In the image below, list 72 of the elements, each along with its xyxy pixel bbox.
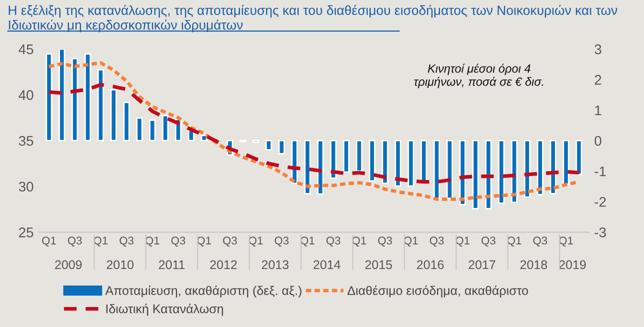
bar	[472, 140, 479, 210]
bar	[72, 58, 78, 142]
x-tick-label: Q3	[274, 236, 289, 246]
bar	[485, 140, 492, 210]
y-tick-label: 35	[18, 136, 34, 146]
x-tick-label: Q3	[68, 236, 82, 246]
bar	[356, 140, 362, 172]
legend-label: Διαθέσιμο εισόδημα, ακαθάριστο	[348, 285, 528, 298]
text: 2019	[559, 260, 586, 270]
x-tick-label: Q3	[533, 236, 548, 246]
x-tick-label: Q3	[326, 236, 340, 246]
bar	[524, 140, 530, 198]
bar	[149, 119, 156, 142]
bar	[110, 88, 117, 142]
y2-tick-label: 2	[594, 74, 602, 85]
y-tick-label: 40	[18, 90, 34, 100]
bar	[394, 140, 402, 187]
y2-tick-label: 1	[595, 106, 602, 116]
bar	[84, 53, 92, 142]
bar	[382, 140, 388, 184]
bar	[265, 140, 272, 150]
bar	[46, 53, 52, 142]
bar	[58, 49, 66, 142]
bar	[576, 140, 582, 176]
legend-label: Αποταμίευση, ακαθάριστη (δεξ. αξ.)	[105, 285, 302, 298]
y2-tick-label: -3	[594, 228, 606, 238]
bar	[304, 140, 311, 194]
bar	[408, 140, 414, 187]
bar	[200, 134, 208, 142]
text: 2011	[158, 260, 185, 270]
y-tick-label: 45	[18, 44, 34, 54]
x-tick-label: Q3	[171, 236, 186, 246]
bar	[446, 140, 453, 199]
text: 2010	[106, 260, 134, 270]
x-tick-label: Q1	[42, 236, 56, 246]
bar	[97, 69, 104, 142]
x-tick-label: Q3	[223, 236, 237, 246]
y-tick-label: 25	[19, 228, 34, 238]
bar	[498, 140, 505, 204]
bar	[433, 140, 440, 199]
x-tick-label: Q3	[430, 236, 444, 246]
text: 2015	[365, 260, 392, 270]
bar	[136, 117, 143, 142]
text: 2013	[262, 260, 289, 270]
bar	[342, 140, 350, 173]
text: 2012	[210, 260, 237, 270]
text: 2009	[55, 260, 82, 270]
bar	[511, 140, 518, 203]
bar	[536, 140, 544, 196]
bar	[368, 140, 376, 182]
bar	[459, 140, 466, 206]
bar	[162, 114, 169, 142]
text: 2014	[314, 260, 340, 270]
text: 2016	[417, 260, 444, 270]
y2-tick-label: -2	[594, 196, 606, 207]
text: 2018	[520, 260, 548, 270]
x-tick-label: Q3	[378, 236, 392, 246]
legend-label: Ιδιωτική Κατανάλωση	[106, 304, 223, 316]
x-tick-label: Q3	[482, 236, 496, 246]
chart-title: Η εξέλιξη της κατανάλωσης, της αποταμίευσης και του διαθέσιμου εισοδήματος των Νοικοκυριών και των Ιδιωτικών μη κερδοσκοπικών ιδρυμάτων	[8, 4, 618, 32]
x-tick-label: Q1	[146, 236, 160, 246]
text: 2017	[468, 260, 496, 270]
bar	[562, 140, 570, 185]
y2-tick-label: 3	[594, 44, 602, 54]
bar	[123, 102, 130, 142]
x-tick-label: Q3	[120, 236, 134, 246]
bar	[317, 140, 324, 195]
y-tick-label: 30	[18, 182, 34, 192]
annotation: Κινητοί μέσοι όροι 4 τριμήνων, ποσά σε € δισ.	[414, 64, 544, 88]
y2-tick-label: 0	[594, 136, 602, 146]
y2-tick-label: -1	[594, 166, 606, 176]
bar	[278, 140, 285, 154]
